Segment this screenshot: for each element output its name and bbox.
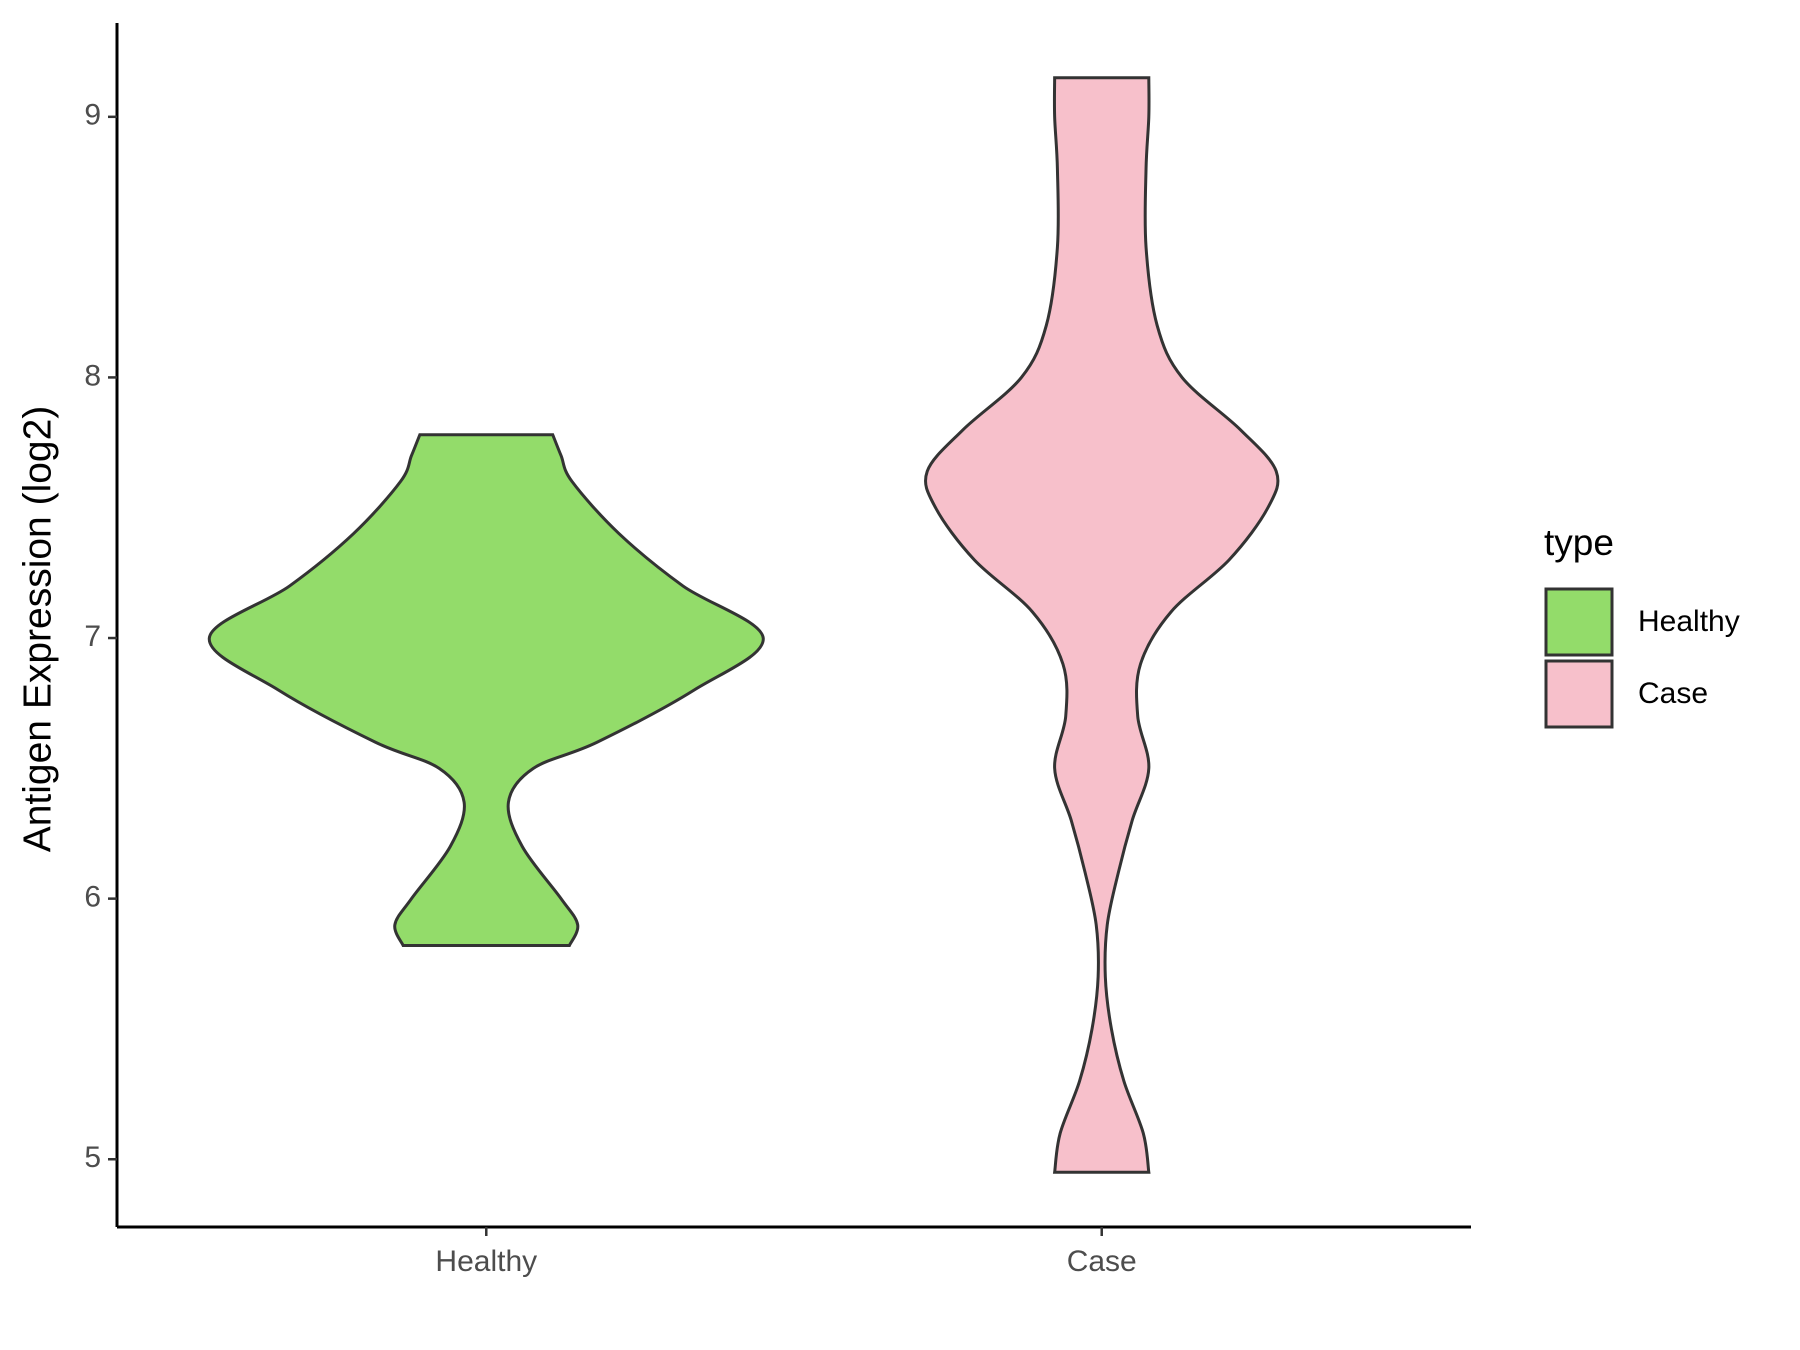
- legend-label: Healthy: [1638, 605, 1740, 638]
- x-tick-label: Case: [1067, 1245, 1137, 1278]
- violin: [923, 76, 1280, 1174]
- y-tick-label: 8: [84, 359, 101, 392]
- legend-key: [1544, 587, 1614, 657]
- y-tick-label: 6: [84, 881, 101, 914]
- legend-label: Case: [1638, 677, 1708, 710]
- y-tick-label: 7: [84, 620, 101, 653]
- legend-title: type: [1544, 522, 1614, 563]
- y-tick-label: 5: [84, 1141, 101, 1174]
- y-axis-title: Antigen Expression (log2): [16, 406, 59, 853]
- violin: [207, 433, 765, 948]
- x-tick-label: Healthy: [435, 1245, 537, 1278]
- legend-key: [1544, 659, 1614, 729]
- y-tick-label: 9: [84, 99, 101, 132]
